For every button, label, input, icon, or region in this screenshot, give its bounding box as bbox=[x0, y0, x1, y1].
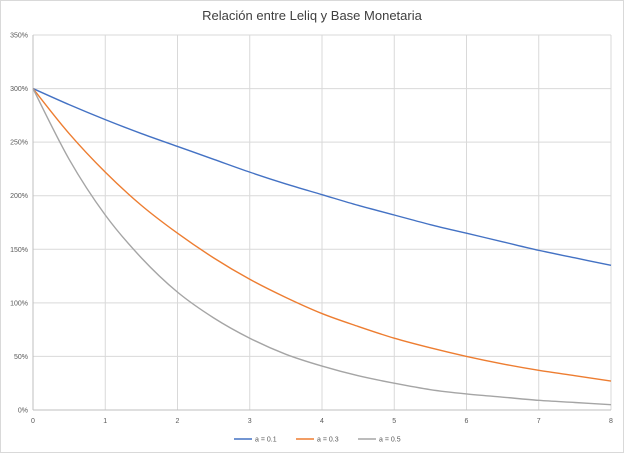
series-line-1 bbox=[32, 87, 612, 267]
x-tick-label: 3 bbox=[248, 418, 252, 425]
legend-label: a = 0.3 bbox=[317, 437, 339, 444]
legend-item-2: a = 0.3 bbox=[296, 437, 339, 444]
x-tick-labels: 0 1 2 3 4 5 6 7 8 bbox=[31, 418, 613, 425]
y-tick-label: 200% bbox=[10, 193, 28, 200]
y-tick-label: 350% bbox=[10, 33, 28, 40]
x-tick-label: 2 bbox=[176, 418, 180, 425]
x-tick-label: 7 bbox=[537, 418, 541, 425]
y-tick-label: 0% bbox=[18, 408, 28, 415]
axes bbox=[32, 35, 611, 411]
series-line-2 bbox=[32, 88, 612, 382]
x-tick-label: 0 bbox=[31, 418, 35, 425]
y-tick-label: 50% bbox=[14, 354, 28, 361]
legend-item-3: a = 0.5 bbox=[358, 437, 401, 444]
legend: a = 0.1 a = 0.3 a = 0.5 bbox=[234, 437, 401, 444]
legend-label: a = 0.5 bbox=[379, 437, 401, 444]
series-line-3 bbox=[32, 88, 612, 406]
series-lines bbox=[32, 87, 612, 406]
x-tick-label: 4 bbox=[320, 418, 324, 425]
x-tick-label: 8 bbox=[609, 418, 613, 425]
x-tick-label: 1 bbox=[103, 418, 107, 425]
chart-title: Relación entre Leliq y Base Monetaria bbox=[202, 8, 422, 23]
y-tick-label: 300% bbox=[10, 86, 28, 93]
y-tick-labels: 0% 50% 100% 150% 200% 250% 300% 350% bbox=[10, 33, 28, 415]
legend-label: a = 0.1 bbox=[255, 437, 277, 444]
x-tick-label: 6 bbox=[465, 418, 469, 425]
y-tick-label: 250% bbox=[10, 140, 28, 147]
legend-item-1: a = 0.1 bbox=[234, 437, 277, 444]
y-tick-label: 100% bbox=[10, 300, 28, 307]
x-tick-label: 5 bbox=[392, 418, 396, 425]
gridlines bbox=[33, 34, 612, 410]
y-tick-label: 150% bbox=[10, 247, 28, 254]
